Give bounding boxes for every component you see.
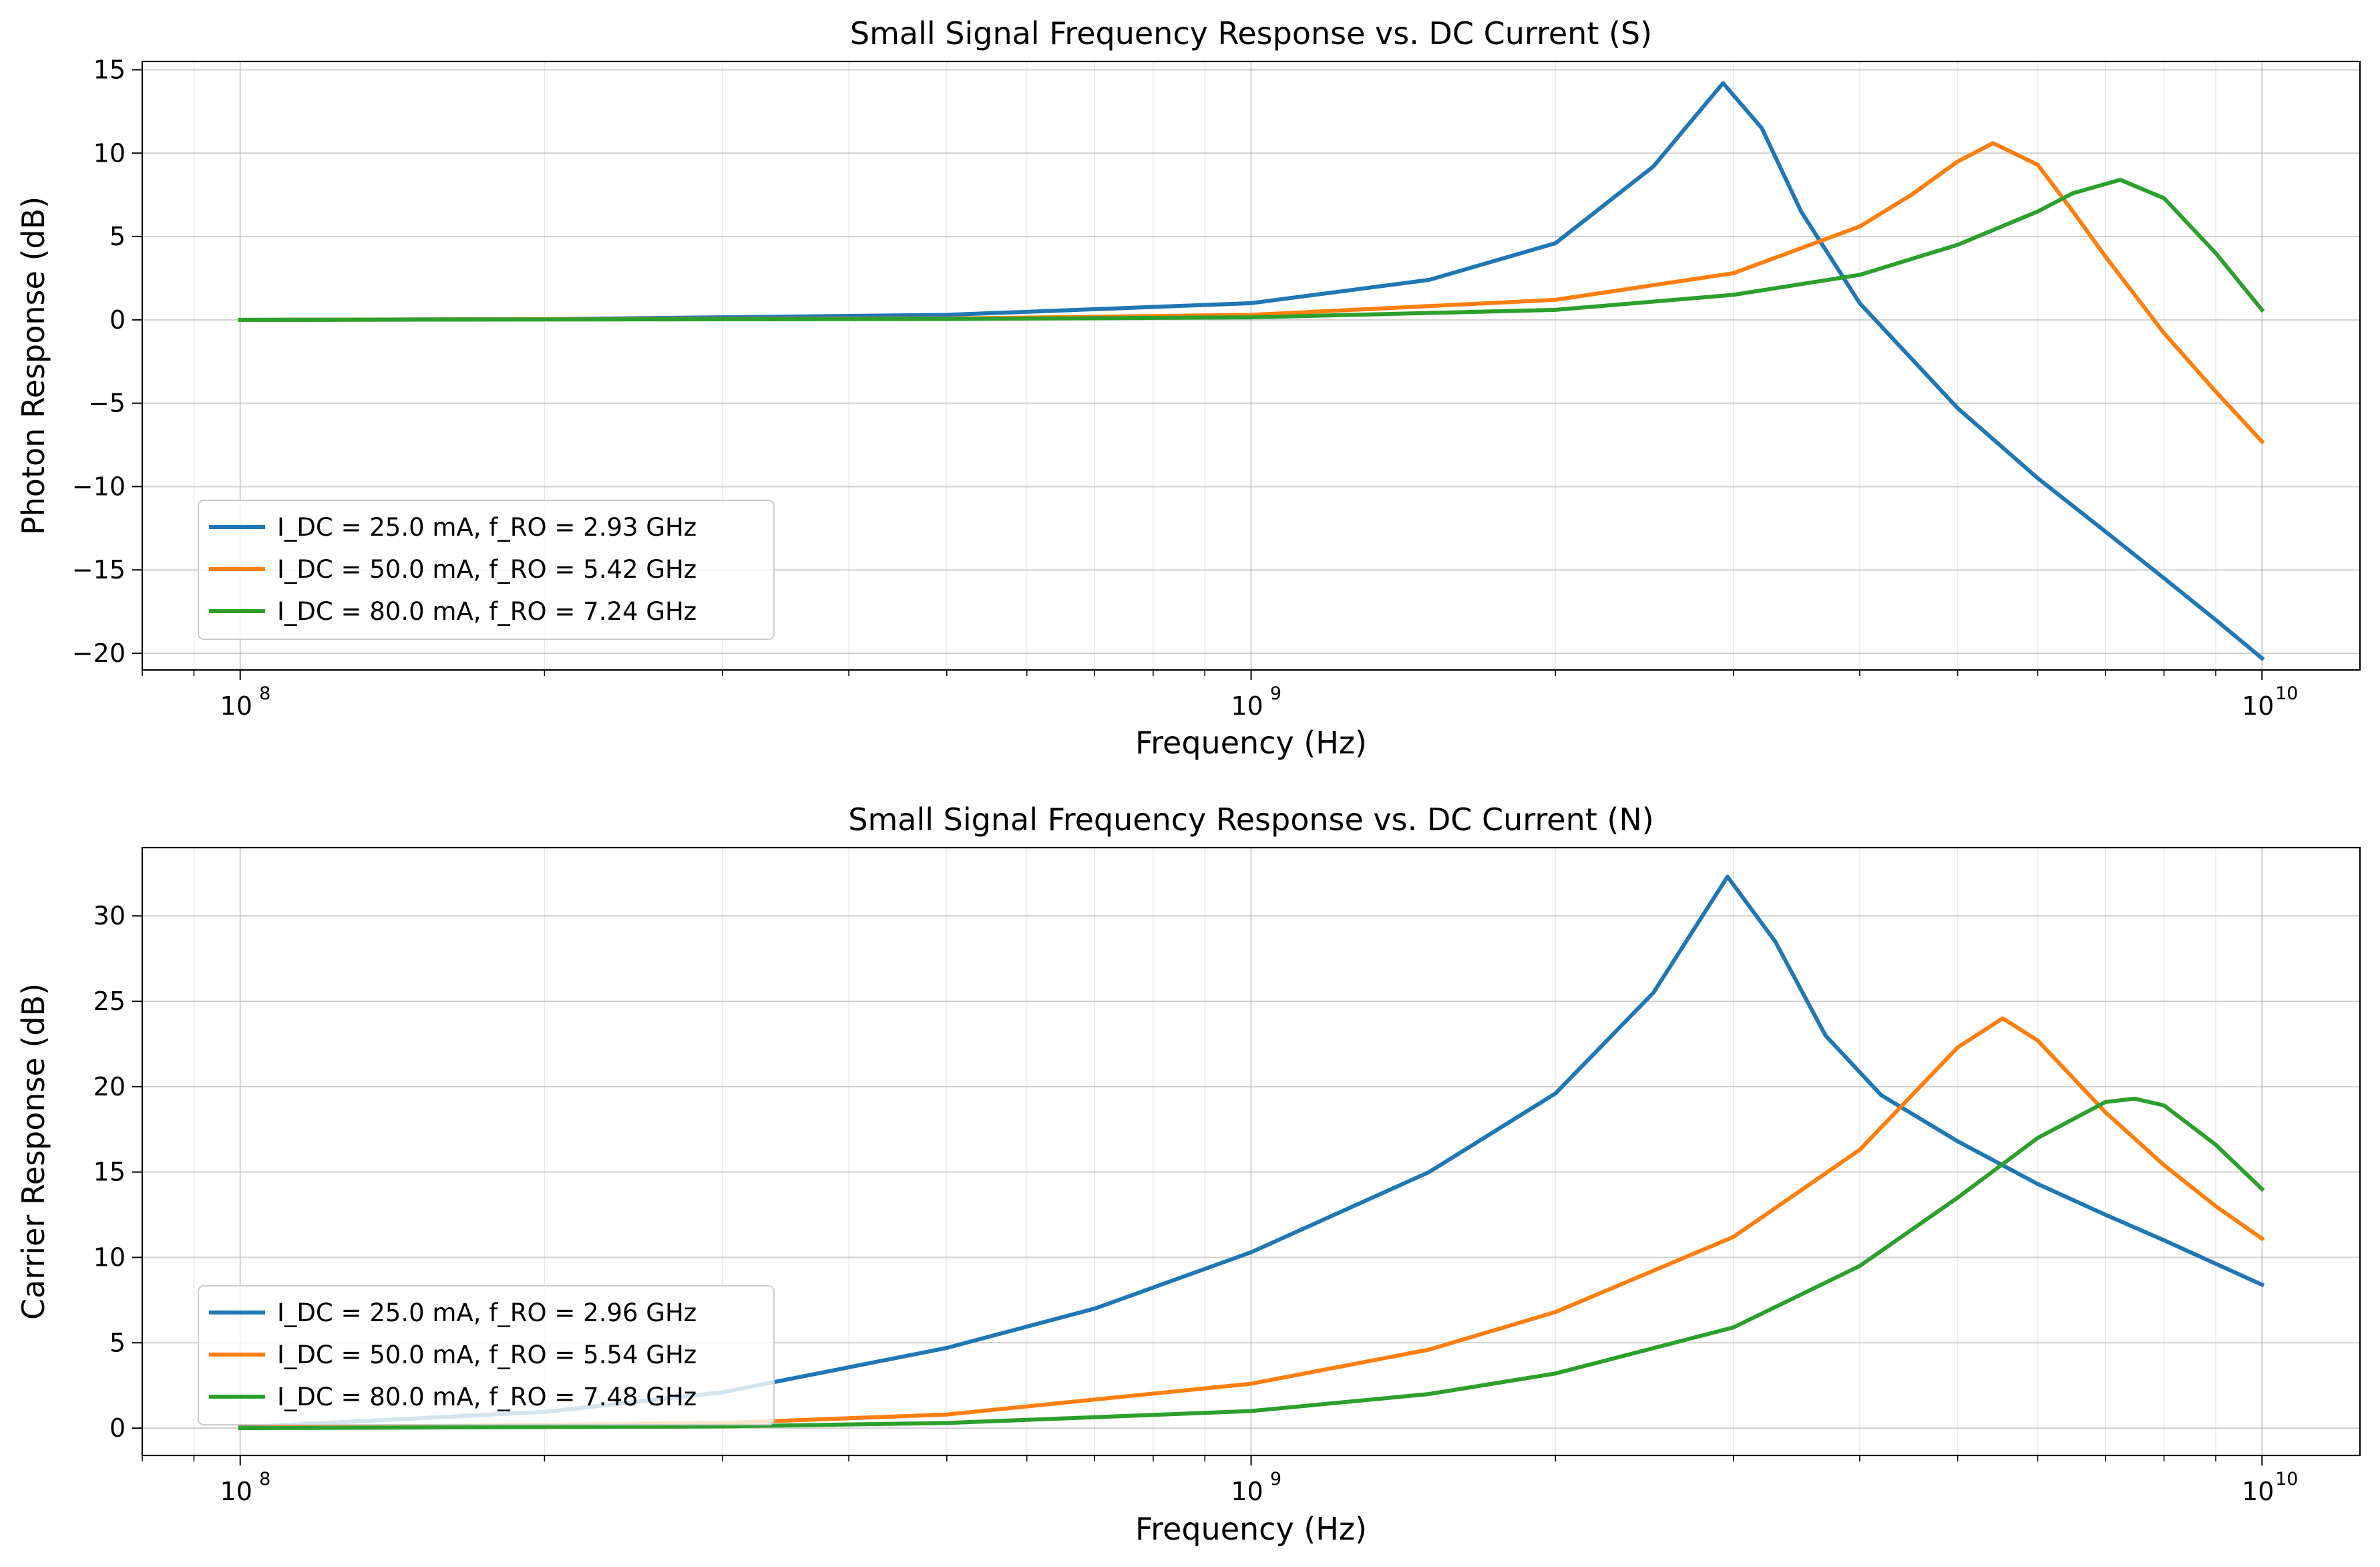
legend-label-1: I_DC = 25.0 mA, f_RO = 2.93 GHz: [277, 513, 697, 542]
series-line-2: [238, 141, 2265, 445]
y-tick-label: 0: [110, 305, 126, 335]
x-tick-label-exponent: 8: [259, 683, 270, 704]
chart-title: Small Signal Frequency Response vs. DC C…: [848, 802, 1653, 838]
x-tick-label: 10: [220, 1477, 252, 1506]
legend-frame: [198, 1285, 775, 1425]
y-tick-label: 10: [93, 1242, 126, 1272]
x-axis-label: Frequency (Hz): [1135, 725, 1367, 761]
y-tick-label: 15: [93, 55, 126, 84]
series-line-3: [238, 178, 2265, 322]
x-tick-label-exponent: 10: [2275, 683, 2298, 704]
y-axis-label: Carrier Response (dB): [15, 983, 51, 1320]
x-tick-label: 10: [2242, 691, 2274, 721]
legend: I_DC = 25.0 mA, f_RO = 2.93 GHz I_DC = 50…: [198, 500, 775, 640]
axes-frame: [141, 60, 2361, 671]
y-tick-label: −10: [72, 472, 126, 501]
series-line-2: [238, 1016, 2265, 1430]
y-tick-label: 5: [110, 222, 126, 251]
y-tick-label: 25: [93, 987, 126, 1016]
y-tick-label: 15: [93, 1158, 126, 1187]
legend-label-1: I_DC = 25.0 mA, f_RO = 2.96 GHz: [277, 1298, 697, 1327]
legend: I_DC = 25.0 mA, f_RO = 2.96 GHz I_DC = 50…: [198, 1285, 775, 1425]
legend-frame: [198, 500, 775, 640]
series-line-1: [238, 874, 2265, 1429]
series-line-3: [238, 1096, 2265, 1431]
series-line-1: [238, 81, 2265, 661]
x-tick-label: 10: [2242, 1477, 2274, 1506]
chart-title: Small Signal Frequency Response vs. DC C…: [850, 15, 1652, 51]
x-tick-label-exponent: 9: [1270, 683, 1281, 704]
y-tick-label: 30: [93, 901, 126, 930]
y-tick-label: 0: [110, 1413, 126, 1443]
y-tick-label: 10: [93, 138, 126, 168]
legend-label-3: I_DC = 80.0 mA, f_RO = 7.48 GHz: [277, 1383, 697, 1411]
legend-label-2: I_DC = 50.0 mA, f_RO = 5.42 GHz: [277, 555, 697, 584]
x-tick-label-exponent: 9: [1270, 1469, 1281, 1490]
x-tick-label: 10: [1231, 1477, 1263, 1506]
y-axis-label: Photon Response (dB): [15, 196, 51, 535]
y-tick-label: −5: [88, 389, 126, 418]
legend-label-3: I_DC = 80.0 mA, f_RO = 7.24 GHz: [277, 597, 697, 626]
axes-frame: [141, 846, 2361, 1457]
x-tick-label: 10: [1231, 691, 1263, 721]
x-axis-label: Frequency (Hz): [1135, 1511, 1367, 1547]
x-tick-label-exponent: 10: [2275, 1469, 2298, 1490]
legend-label-2: I_DC = 50.0 mA, f_RO = 5.54 GHz: [277, 1341, 697, 1369]
y-tick-label: 5: [110, 1328, 126, 1357]
y-tick-label: −20: [72, 639, 126, 668]
x-tick-label-exponent: 8: [259, 1469, 270, 1490]
x-tick-label: 10: [220, 691, 252, 721]
y-tick-label: 20: [93, 1072, 126, 1101]
y-tick-label: −15: [72, 555, 126, 584]
